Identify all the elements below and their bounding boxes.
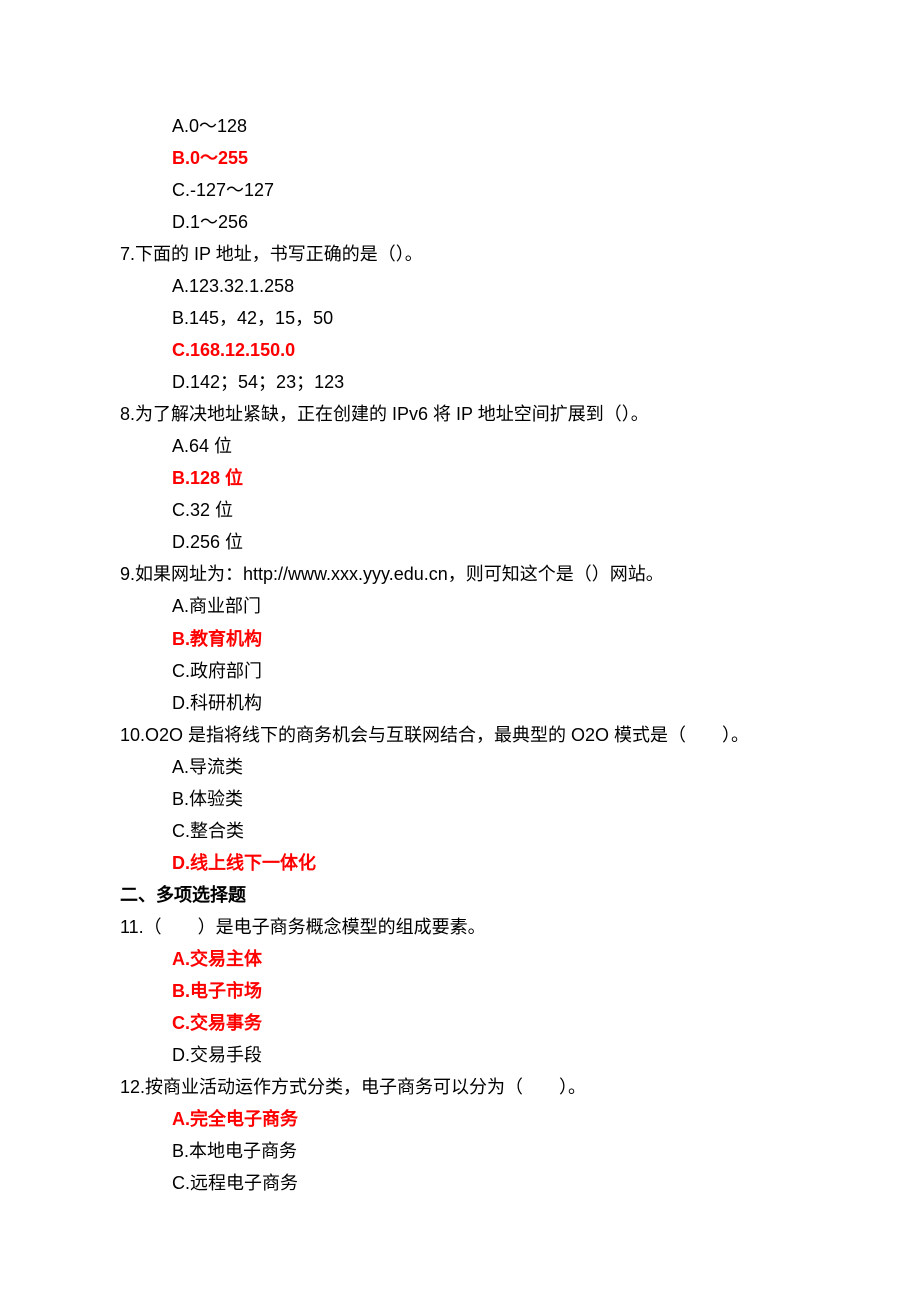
q8-option-b-correct: B.128 位 [120,462,800,494]
q8-option-a: A.64 位 [120,430,800,462]
q11-option-d: D.交易手段 [120,1039,800,1071]
q8-option-d: D.256 位 [120,526,800,558]
q7-stem: 7.下面的 IP 地址，书写正确的是（）。 [120,238,800,270]
q6-option-c: C.-127～127 [120,174,800,206]
q9-stem: 9.如果网址为：http://www.xxx.yyy.edu.cn，则可知这个是… [120,558,800,590]
q11-option-b-correct: B.电子市场 [120,975,800,1007]
q8-option-c: C.32 位 [120,494,800,526]
q12-option-b: B.本地电子商务 [120,1135,800,1167]
section-2-heading: 二、多项选择题 [120,879,800,911]
q7-option-c-correct: C.168.12.150.0 [120,334,800,366]
q9-option-d: D.科研机构 [120,687,800,719]
q12-option-c: C.远程电子商务 [120,1167,800,1199]
q7-option-d: D.142；54；23；123 [120,366,800,398]
q9-option-c: C.政府部门 [120,655,800,687]
q6-option-a: A.0～128 [120,110,800,142]
q7-option-a: A.123.32.1.258 [120,270,800,302]
q10-option-c: C.整合类 [120,815,800,847]
q10-option-a: A.导流类 [120,751,800,783]
q7-option-b: B.145，42，15，50 [120,302,800,334]
q9-option-b-correct: B.教育机构 [120,623,800,655]
q9-option-a: A.商业部门 [120,590,800,622]
q12-option-a-correct: A.完全电子商务 [120,1103,800,1135]
q11-option-c-correct: C.交易事务 [120,1007,800,1039]
q10-stem: 10.O2O 是指将线下的商务机会与互联网结合，最典型的 O2O 模式是（ ）。 [120,719,800,751]
q11-stem: 11.（ ）是电子商务概念模型的组成要素。 [120,911,800,943]
q6-option-d: D.1～256 [120,206,800,238]
q10-option-b: B.体验类 [120,783,800,815]
q12-stem: 12.按商业活动运作方式分类，电子商务可以分为（ ）。 [120,1071,800,1103]
q11-option-a-correct: A.交易主体 [120,943,800,975]
document-page: A.0～128 B.0～255 C.-127～127 D.1～256 7.下面的… [0,0,920,1302]
q6-option-b-correct: B.0～255 [120,142,800,174]
q8-stem: 8.为了解决地址紧缺，正在创建的 IPv6 将 IP 地址空间扩展到（）。 [120,398,800,430]
q10-option-d-correct: D.线上线下一体化 [120,847,800,879]
